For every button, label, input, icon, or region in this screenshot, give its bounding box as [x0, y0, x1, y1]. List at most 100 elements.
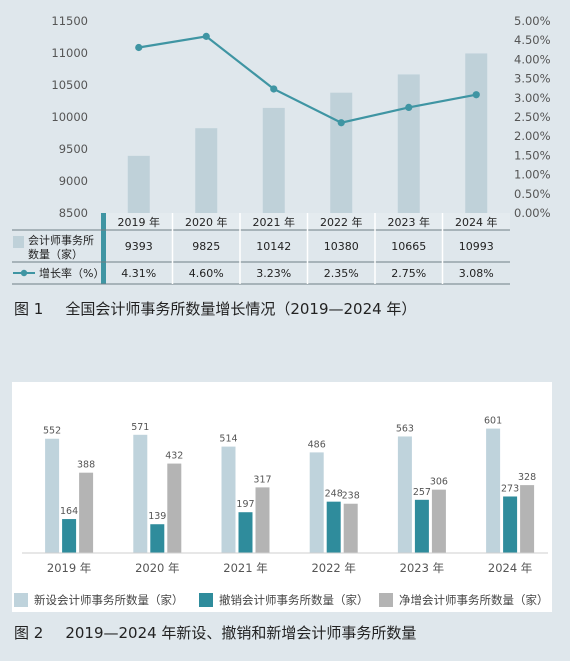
figure2-caption-number: 图 2: [14, 624, 44, 642]
net-bar: [79, 472, 94, 553]
figure2-panel: [12, 382, 552, 612]
category-label: 2023 年: [400, 561, 444, 575]
figure1-caption: 图 1 全国会计师事务所数量增长情况（2019—2024 年）: [14, 298, 416, 319]
new-legend-label: 新设会计师事务所数量（家）: [34, 593, 184, 607]
revoked-value-label: 273: [501, 483, 519, 494]
growth-value-label: 4.60%: [189, 267, 224, 280]
new-value-label: 563: [396, 423, 414, 434]
left-axis-tick-label: 11500: [51, 14, 88, 28]
left-axis-tick-label: 11000: [51, 46, 88, 60]
net-bar: [255, 487, 270, 553]
right-axis-tick-label: 2.00%: [514, 129, 551, 143]
right-axis-tick-label: 1.00%: [514, 168, 551, 182]
growth-rate-point: [135, 43, 143, 52]
right-axis-tick-label: 2.50%: [514, 110, 551, 124]
growth-value-label: 3.23%: [256, 267, 291, 280]
revoked-legend-swatch: [199, 593, 213, 607]
new-bar: [486, 428, 501, 553]
net-value-label: 238: [342, 491, 360, 502]
figure2-caption-text: 2019—2024 年新设、撤销和新增会计师事务所数量: [65, 624, 417, 642]
growth-rate-point: [405, 103, 413, 111]
count-value-label: 10380: [324, 240, 359, 253]
growth-row-label: 增长率（%）: [39, 266, 104, 280]
figure1-chart: 11500 11000 10500 10000 9500 9000 8500 5.00% 4.5…: [12, 14, 551, 285]
growth-legend-marker: [20, 269, 28, 277]
net-value-label: 388: [77, 460, 95, 471]
revoked-value-label: 197: [236, 499, 254, 510]
count-value-label: 10665: [391, 240, 426, 253]
category-label: 2020 年: [185, 215, 228, 229]
revoked-value-label: 139: [148, 511, 166, 522]
count-value-label: 10993: [459, 240, 494, 253]
right-axis-tick-label: 0.50%: [514, 187, 551, 201]
count-row-label-line1: 会计师事务所: [28, 234, 94, 247]
growth-rate-point: [337, 119, 345, 127]
count-bar: [127, 155, 150, 213]
category-label: 2020 年: [135, 561, 179, 575]
net-value-label: 432: [165, 451, 183, 462]
category-label: 2019 年: [47, 561, 91, 575]
revoked-value-label: 248: [325, 489, 343, 500]
count-row-label-line2: 数量（家）: [28, 247, 83, 261]
revoked-legend-label: 撤销会计师事务所数量（家）: [219, 593, 369, 607]
count-bar: [465, 53, 488, 214]
revoked-bar: [62, 519, 77, 553]
right-axis-tick-label: 3.00%: [514, 91, 551, 105]
right-axis-tick-label: 4.00%: [514, 52, 551, 66]
net-legend-swatch: [379, 593, 393, 607]
new-bar: [309, 452, 324, 553]
count-bar: [262, 107, 285, 213]
right-axis-tick-label: 5.00%: [514, 14, 551, 28]
revoked-bar: [326, 501, 341, 553]
left-axis-tick-label: 10500: [51, 78, 88, 92]
growth-rate-point: [472, 91, 480, 99]
revoked-value-label: 164: [60, 506, 78, 517]
category-label: 2022 年: [311, 561, 355, 575]
new-legend-swatch: [14, 593, 28, 607]
growth-value-label: 3.08%: [459, 267, 494, 280]
net-value-label: 317: [253, 474, 271, 485]
figure1-caption-text: 全国会计师事务所数量增长情况（2019—2024 年）: [65, 300, 417, 318]
category-label: 2024 年: [455, 215, 498, 229]
count-value-label: 10142: [256, 240, 291, 253]
revoked-bar: [150, 524, 165, 553]
net-value-label: 328: [518, 472, 536, 483]
new-bar: [133, 434, 148, 553]
category-label: 2023 年: [388, 215, 431, 229]
count-legend-swatch: [13, 236, 24, 248]
left-axis-tick-label: 9500: [59, 142, 88, 156]
category-label: 2019 年: [118, 215, 161, 229]
growth-rate-point: [270, 85, 278, 93]
net-legend-label: 净增会计师事务所数量（家）: [399, 593, 549, 607]
growth-value-label: 4.31%: [121, 267, 156, 280]
right-axis-tick-label: 4.50%: [514, 33, 551, 47]
left-axis-tick-label: 10000: [51, 110, 88, 124]
new-bar: [397, 436, 412, 553]
right-axis-tick-label: 0.00%: [514, 206, 551, 220]
net-bar: [431, 489, 446, 553]
new-bar: [221, 446, 236, 553]
new-value-label: 514: [219, 434, 237, 445]
count-value-label: 9825: [192, 240, 220, 253]
growth-value-label: 2.75%: [391, 267, 426, 280]
revoked-value-label: 257: [413, 487, 431, 498]
table-accent-bar: [101, 213, 106, 284]
revoked-bar: [503, 496, 518, 553]
new-bar: [45, 438, 60, 553]
growth-value-label: 2.35%: [324, 267, 359, 280]
growth-rate-point: [202, 32, 210, 40]
category-label: 2024 年: [488, 561, 532, 575]
net-bar: [167, 463, 182, 553]
net-bar: [343, 503, 358, 553]
category-label: 2022 年: [320, 215, 363, 229]
growth-rate-line: [138, 35, 477, 124]
right-axis-tick-label: 3.50%: [514, 72, 551, 86]
new-value-label: 486: [308, 439, 326, 450]
revoked-bar: [238, 512, 253, 553]
new-value-label: 571: [131, 422, 149, 433]
new-value-label: 552: [43, 426, 61, 437]
right-axis-tick-label: 1.50%: [514, 148, 551, 162]
category-label: 2021 年: [253, 215, 296, 229]
count-bar: [330, 92, 353, 213]
